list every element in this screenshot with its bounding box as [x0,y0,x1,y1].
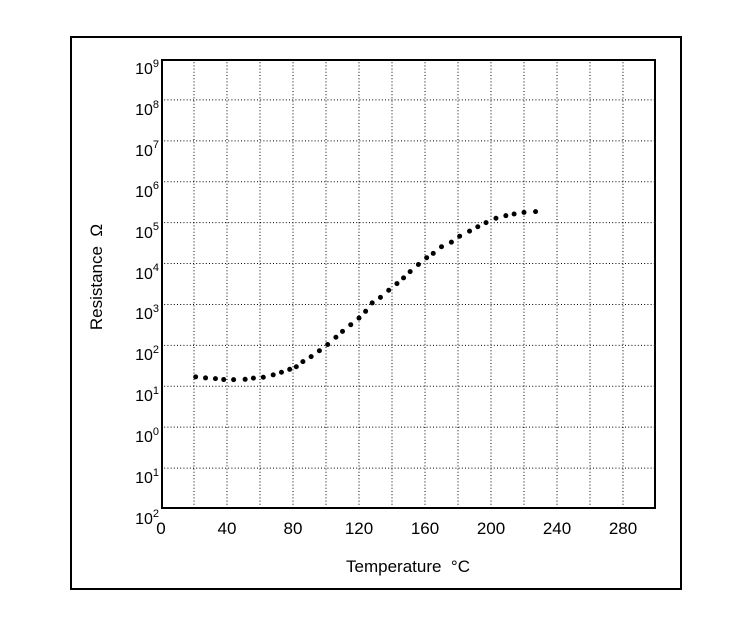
y-tick-base: 10 [135,101,153,119]
data-point [300,359,306,365]
data-point [250,375,256,381]
data-point [348,322,354,328]
y-tick-label: 107 [135,140,159,160]
y-tick-exponent: 2 [152,344,159,357]
data-point [493,215,499,221]
y-tick-base: 10 [135,429,153,447]
data-point [467,228,473,234]
data-point [457,233,463,239]
y-tick-exponent: 7 [152,139,159,152]
data-point [439,244,444,250]
data-point [363,308,369,314]
x-tick-label: 280 [608,519,638,538]
y-tick-exponent: 9 [152,57,159,70]
x-tick-label: 120 [344,519,374,538]
data-point [212,376,218,382]
y-tick-label: 106 [135,181,159,201]
resistance-temperature-plot-area [161,59,656,509]
data-point [386,287,392,293]
y-tick-base: 10 [135,470,153,488]
data-point [430,250,436,256]
y-axis-title: Resistance Ω [87,223,106,331]
figure-border-frame [70,36,682,590]
y-tick-label: 109 [135,57,159,78]
y-tick-exponent: 4 [152,262,159,275]
y-tick-base: 10 [135,347,153,365]
data-point [308,354,314,360]
data-point [356,315,362,321]
data-point [369,300,375,306]
y-tick-base: 10 [135,388,153,406]
data-point [521,209,527,215]
y-tick-label: 101 [135,384,159,406]
y-tick-label: 108 [135,98,159,119]
data-point [316,348,322,354]
data-point [401,275,407,281]
y-tick-exponent: 5 [152,221,159,234]
x-tick-label: 160 [410,519,440,538]
data-point [475,224,481,230]
y-tick-base: 10 [135,61,153,78]
data-point [333,334,339,340]
y-tick-label: 100 [135,425,159,447]
y-tick-base: 10 [135,265,153,283]
y-tick-label: 102 [135,344,159,365]
y-tick-base: 10 [135,511,153,528]
data-point [270,372,276,378]
y-tick-exponent: 2 [152,507,159,520]
y-tick-base: 10 [135,183,153,201]
data-point [424,255,430,261]
y-tick-label: 102 [135,507,159,528]
y-tick-exponent: 0 [152,425,159,438]
data-point [415,261,421,267]
x-tick-label: 40 [217,519,237,538]
y-tick-base: 10 [135,224,153,242]
data-point [533,209,539,215]
x-axis-title: Temperature °C [346,557,470,576]
data-point [231,377,237,383]
y-tick-exponent: 1 [152,466,159,479]
y-tick-label: 101 [135,466,159,488]
data-point [203,375,209,381]
x-tick-label: 80 [283,519,303,538]
data-point [242,376,248,382]
data-point [511,211,517,217]
y-tick-base: 10 [135,142,153,160]
data-point [193,374,199,380]
y-tick-label: 104 [135,263,159,283]
data-point [394,281,400,287]
data-point [448,239,454,245]
data-point [377,294,383,300]
y-tick-label: 103 [135,303,159,324]
data-point [287,366,293,372]
y-tick-label: 105 [135,222,159,242]
data-point [503,213,509,219]
plot-border [161,59,656,509]
data-point [293,364,299,370]
data-point [278,369,284,375]
data-point [407,269,413,275]
data-point [483,220,489,226]
data-point [325,341,331,347]
y-tick-base: 10 [135,306,153,324]
data-point [340,328,345,334]
y-tick-exponent: 8 [152,98,159,111]
y-tick-exponent: 3 [152,303,159,316]
x-tick-label: 200 [476,519,506,538]
x-tick-label: 0 [156,519,166,538]
y-tick-exponent: 1 [152,384,159,397]
x-tick-label: 240 [542,519,572,538]
y-tick-exponent: 6 [152,180,159,193]
data-point [260,374,266,380]
data-point [221,377,227,383]
